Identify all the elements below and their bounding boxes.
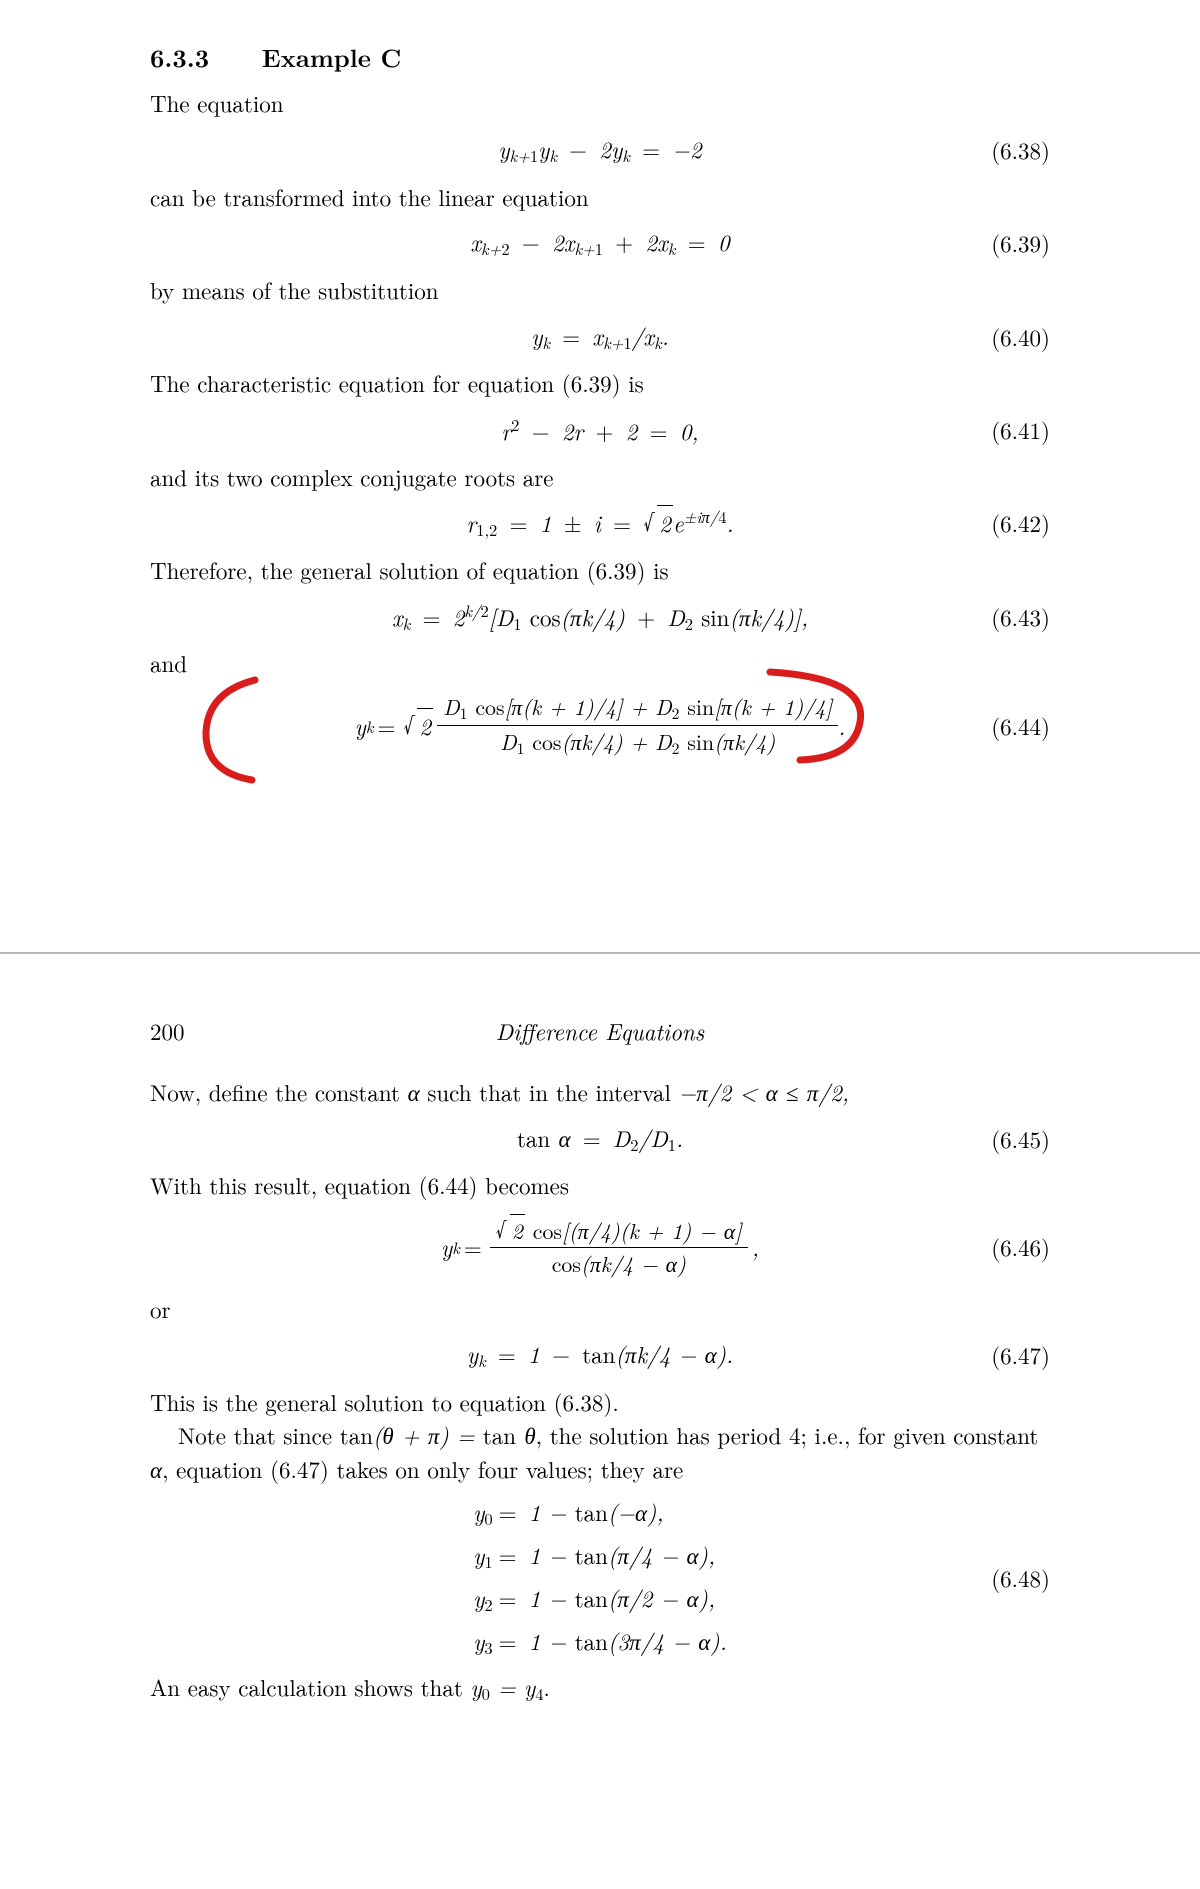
paragraph: or <box>150 1292 1050 1325</box>
equation-6-42: r1,2 = 1 ± i = 2e±iπ/4. (6.42) <box>150 503 1050 543</box>
paragraph: and <box>150 646 1050 679</box>
equation-body: tan α = D2/D1. <box>517 1121 683 1156</box>
equation-number: (6.43) <box>991 600 1050 633</box>
equation-6-48: y0 = 1 − tan(−α), y1 = 1 − tan(π/4 − α),… <box>150 1495 1050 1660</box>
inline-math: α <box>408 1075 420 1108</box>
section-heading: 6.3.3 Example C <box>150 40 1050 76</box>
section-title: Example C <box>262 40 401 75</box>
inline-math: −π/2 < α ≤ π/2, <box>679 1075 849 1108</box>
equation-number: (6.46) <box>991 1230 1050 1263</box>
equation-6-46: yk = 2 cos[(π/4)(k + 1) − α] cos(πk/4 − … <box>150 1212 1050 1282</box>
equation-body: yk+1yk − 2yk = −2 <box>498 132 701 167</box>
text-fragment: such that in the interval <box>420 1075 679 1108</box>
paragraph: Now, define the constant α such that in … <box>150 1075 1050 1108</box>
equation-6-45: tan α = D2/D1. (6.45) <box>150 1118 1050 1158</box>
equation-body: xk = 2k/2[D1 cos(πk/4) + D2 sin(πk/4)], <box>392 598 808 635</box>
paragraph: The equation <box>150 86 1050 119</box>
paragraph: and its two complex conjugate roots are <box>150 460 1050 493</box>
equation-body: xk+2 − 2xk+1 + 2xk = 0 <box>470 225 729 260</box>
equation-body: r1,2 = 1 ± i = 2e±iπ/4. <box>466 504 733 541</box>
paragraph: by means of the substitution <box>150 273 1050 306</box>
equation-6-39: xk+2 − 2xk+1 + 2xk = 0 (6.39) <box>150 223 1050 263</box>
paragraph: can be transformed into the linear equat… <box>150 180 1050 213</box>
inline-math: y0 = y4 <box>470 1670 543 1703</box>
document-page-2: 200 Difference Equations Now, define the… <box>0 954 1200 1765</box>
paragraph: This is the general solution to equation… <box>150 1385 1050 1418</box>
equation-body: yk = xk+1/xk. <box>531 319 669 354</box>
equation-number: (6.39) <box>991 226 1050 259</box>
running-title: Difference Equations <box>496 1014 704 1047</box>
page-break-gap <box>0 832 1200 952</box>
equation-6-44: yk = 2 D1 cos[π(k + 1)/4] + D2 sin[π(k +… <box>150 690 1050 762</box>
equation-6-47: yk = 1 − tan(πk/4 − α). (6.47) <box>150 1335 1050 1375</box>
equation-6-41: r2 − 2r + 2 = 0, (6.41) <box>150 410 1050 450</box>
equation-body: yk = 1 − tan(πk/4 − α). <box>467 1337 733 1372</box>
equation-body: y0 = 1 − tan(−α), y1 = 1 − tan(π/4 − α),… <box>473 1495 727 1660</box>
text-fragment: . <box>543 1670 549 1703</box>
equation-number: (6.42) <box>991 506 1050 539</box>
text-fragment: Note that since <box>178 1418 340 1451</box>
running-head: 200 Difference Equations <box>150 1014 1050 1047</box>
equation-body: r2 − 2r + 2 = 0, <box>501 412 698 447</box>
equation-6-40: yk = xk+1/xk. (6.40) <box>150 316 1050 356</box>
page-number: 200 <box>150 1014 185 1047</box>
text-fragment: An easy calculation shows that <box>150 1670 470 1703</box>
text-fragment: Now, define the constant <box>150 1075 408 1108</box>
equation-6-43: xk = 2k/2[D1 cos(πk/4) + D2 sin(πk/4)], … <box>150 596 1050 636</box>
document-page: 6.3.3 Example C The equation yk+1yk − 2y… <box>0 0 1200 832</box>
equation-number: (6.44) <box>991 709 1050 742</box>
equation-number: (6.41) <box>991 413 1050 446</box>
equation-6-38: yk+1yk − 2yk = −2 (6.38) <box>150 130 1050 170</box>
equation-number: (6.45) <box>991 1122 1050 1155</box>
paragraph: An easy calculation shows that y0 = y4. <box>150 1670 1050 1705</box>
equation-body: yk = 2 D1 cos[π(k + 1)/4] + D2 sin[π(k +… <box>355 691 846 759</box>
paragraph: Therefore, the general solution of equat… <box>150 553 1050 586</box>
inline-math: tan(θ + π) = tan θ <box>340 1418 536 1451</box>
paragraph: The characteristic equation for equation… <box>150 366 1050 399</box>
equation-number: (6.40) <box>991 320 1050 353</box>
equation-number: (6.38) <box>991 133 1050 166</box>
text-fragment: , the solution has period 4; i.e., for g… <box>536 1418 1039 1451</box>
text-fragment: , equation (6.47) takes on only four val… <box>162 1452 683 1485</box>
inline-math: α <box>150 1452 162 1485</box>
section-number: 6.3.3 <box>150 40 209 75</box>
paragraph: With this result, equation (6.44) become… <box>150 1168 1050 1201</box>
equation-number: (6.47) <box>991 1338 1050 1371</box>
equation-body: yk = 2 cos[(π/4)(k + 1) − α] cos(πk/4 − … <box>441 1214 759 1279</box>
paragraph: Note that since tan(θ + π) = tan θ, the … <box>150 1418 1050 1485</box>
equation-number: (6.48) <box>991 1561 1050 1594</box>
annotation-bracket-left <box>190 672 270 792</box>
